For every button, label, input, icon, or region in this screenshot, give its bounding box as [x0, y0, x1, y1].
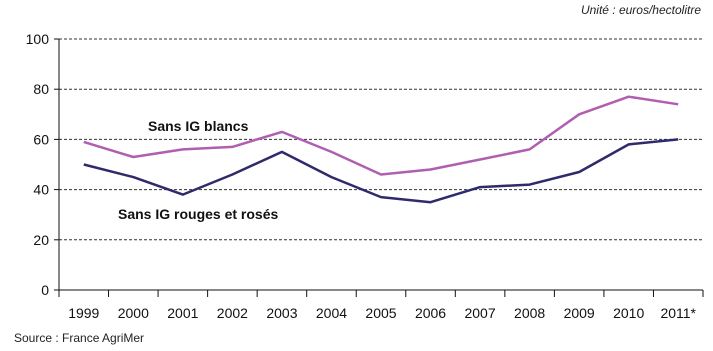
x-tick-label-2011*: 2011* — [660, 305, 696, 321]
x-tick-label-2007: 2007 — [464, 305, 495, 321]
x-tick-label-2008: 2008 — [514, 305, 545, 321]
series-line-1 — [83, 138, 679, 204]
x-tick-label-2002: 2002 — [217, 305, 248, 321]
x-tick-label-1999: 1999 — [68, 305, 99, 321]
series-labels: Sans IG blancs Sans IG rouges et rosés — [118, 118, 278, 222]
axes — [54, 38, 704, 297]
y-tick-label-80: 80 — [33, 81, 49, 97]
x-tick-label-2003: 2003 — [266, 305, 297, 321]
x-tick-label-2010: 2010 — [613, 305, 644, 321]
y-tick-label-0: 0 — [41, 282, 49, 298]
unit-note: Unité : euros/hectolitre — [580, 3, 701, 17]
x-tick-label-2001: 2001 — [167, 305, 198, 321]
x-tick-label-2009: 2009 — [564, 305, 595, 321]
y-tick-label-100: 100 — [26, 31, 50, 47]
series-label-blancs: Sans IG blancs — [148, 118, 249, 134]
grid-lines — [59, 38, 703, 241]
y-tick-label-20: 20 — [33, 232, 49, 248]
x-tick-label-2006: 2006 — [415, 305, 446, 321]
x-tick-label-2000: 2000 — [118, 305, 149, 321]
x-tick-label-2005: 2005 — [365, 305, 396, 321]
source-note: Source : France AgriMer — [14, 331, 145, 345]
series-lines — [83, 95, 679, 204]
series-line-0 — [83, 95, 679, 176]
y-tick-label-40: 40 — [33, 182, 49, 198]
x-tick-labels: 1999 2000 2001 2002 2003 2004 2005 2006 2007 2008… — [68, 305, 696, 321]
y-tick-label-60: 60 — [33, 131, 49, 147]
series-label-rouges: Sans IG rouges et rosés — [118, 206, 278, 222]
x-tick-label-2004: 2004 — [316, 305, 347, 321]
y-tick-labels: 0 20 40 60 80 100 — [26, 31, 50, 298]
